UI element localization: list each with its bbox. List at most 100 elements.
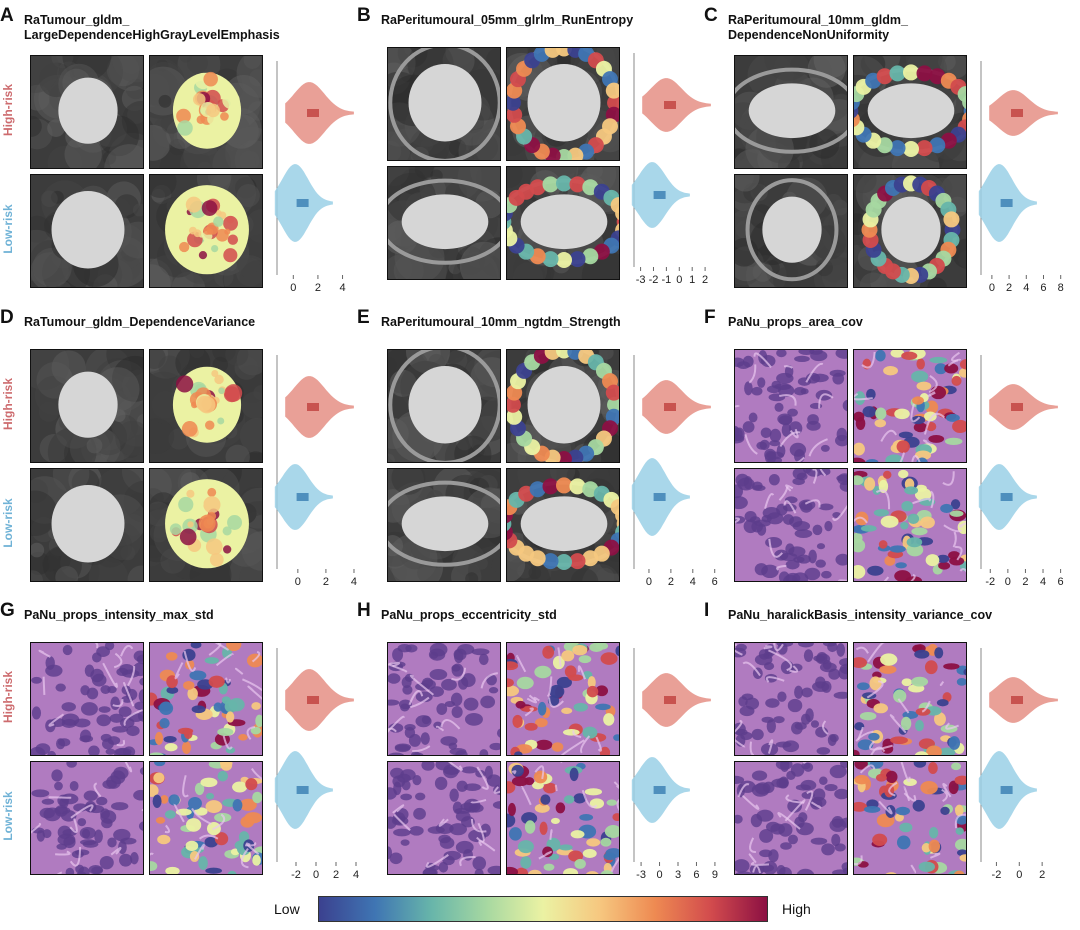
violin-x-tick-label: 9 [712,869,718,880]
panel-title: PaNu_props_intensity_max_std [24,608,214,622]
low-risk-feature-map [853,761,967,875]
high-risk-image [734,349,848,463]
violin-x-tick-label: 0 [1016,869,1022,880]
box-high-risk [307,403,319,411]
violin-high-risk [285,669,354,731]
high-risk-image [30,349,144,463]
high-risk-feature-map [853,642,967,756]
low-risk-image [734,174,848,288]
row-label-high-risk: High-risk [1,83,15,137]
row-label-high-risk: High-risk [1,377,15,431]
box-low-risk [653,191,666,199]
violin-x-tick-label: 2 [1006,282,1012,293]
panel-i: I PaNu_haralickBasis_intensity_variance_c… [704,600,1058,895]
colorbar-low-label: Low [274,901,300,917]
box-low-risk [1000,493,1013,501]
panel-title: RaPeritumoural_10mm_ngtdm_Strength [381,315,621,329]
violin-plot: 0 2 4 [274,355,357,588]
violin-x-tick-label: -2 [992,869,1002,880]
violin-x-tick-label: 8 [1058,282,1064,293]
violin-container: -2 0 2 4 [271,640,367,885]
box-low-risk [653,786,666,794]
box-high-risk [1011,696,1023,704]
row-label-low-risk: Low-risk [1,498,15,548]
high-risk-image [387,47,501,161]
panel-letter: F [704,307,716,328]
violin-x-tick-label: 0 [676,274,682,285]
box-high-risk [307,696,319,704]
violin-x-tick-label: 0 [646,576,652,587]
box-high-risk [664,696,676,704]
panel-d: D RaTumour_gldm_DependenceVariance High-ri… [0,307,357,602]
high-risk-image [734,642,848,756]
panel-f: F PaNu_props_area_cov -2 0 2 4 6 [704,307,1064,602]
violin-x-tick-label: 0 [1005,576,1011,587]
high-risk-feature-map [506,642,620,756]
violin-x-tick-label: 4 [1040,576,1046,587]
violin-x-tick-label: 4 [351,576,357,587]
low-risk-image [30,174,144,288]
box-low-risk [1000,786,1013,794]
high-risk-image [734,55,848,169]
box-high-risk [1011,403,1023,411]
violin-high-risk [285,376,354,438]
low-risk-image [387,468,501,582]
high-risk-feature-map [149,55,263,169]
violin-container: 0 2 4 6 [628,347,724,592]
row-label-low-risk: Low-risk [1,791,15,841]
panel-b: B RaPeritumoural_05mm_glrlm_RunEntropy -3-… [357,5,711,300]
panel-g: G PaNu_props_intensity_max_std High-risk Lo… [0,600,359,895]
high-risk-feature-map [149,349,263,463]
violin-x-tick-label: 4 [353,869,359,880]
violin-x-tick-label: 2 [1022,576,1028,587]
box-high-risk [664,403,676,411]
violin-x-tick-label: 0 [989,282,995,293]
panel-letter: E [357,307,370,328]
box-low-risk [296,786,309,794]
box-low-risk [653,493,666,501]
panel-letter: B [357,5,371,26]
violin-x-tick-label: 0 [313,869,319,880]
violin-high-risk [989,677,1058,723]
panel-e: E RaPeritumoural_10mm_ngtdm_Strength 0 2 4 6 [357,307,718,602]
low-risk-image [734,468,848,582]
box-low-risk [296,493,309,501]
box-high-risk [664,101,676,109]
violin-high-risk [642,380,711,434]
low-risk-feature-map [506,761,620,875]
panel-c: C RaPeritumoural_10mm_gldm_ DependenceNon… [704,5,1064,300]
violin-x-tick-label: 6 [693,869,699,880]
high-risk-image [387,349,501,463]
violin-container: -2 0 2 4 6 [975,347,1071,592]
violin-high-risk [642,673,711,727]
low-risk-feature-map [506,166,620,280]
violin-high-risk [989,90,1058,136]
violin-container: -2 0 2 [975,640,1071,885]
violin-x-tick-label: -3 [636,274,646,285]
low-risk-feature-map [149,761,263,875]
low-risk-image [734,761,848,875]
low-risk-image [30,468,144,582]
low-risk-feature-map [149,174,263,288]
panel-a: A RaTumour_gldm_ LargeDependenceHighGrayL… [0,5,354,300]
high-risk-feature-map [853,349,967,463]
low-risk-feature-map [853,468,967,582]
violin-x-tick-label: 4 [690,576,696,587]
violin-x-tick-label: 0 [290,282,296,293]
violin-high-risk [989,384,1058,430]
violin-x-tick-label: 2 [702,274,708,285]
violin-plot: -3 -2 -1 0 1 2 [631,53,711,286]
violin-x-tick-label: 2 [1039,869,1045,880]
violin-x-tick-label: 0 [295,576,301,587]
violin-x-tick-label: -2 [985,576,995,587]
high-risk-image [30,642,144,756]
violin-container: -3 0 3 6 9 [628,640,724,885]
low-risk-feature-map [853,174,967,288]
violin-x-tick-label: 4 [1023,282,1029,293]
panel-title: PaNu_props_eccentricity_std [381,608,557,622]
panel-letter: D [0,307,14,328]
violin-high-risk [642,78,711,132]
